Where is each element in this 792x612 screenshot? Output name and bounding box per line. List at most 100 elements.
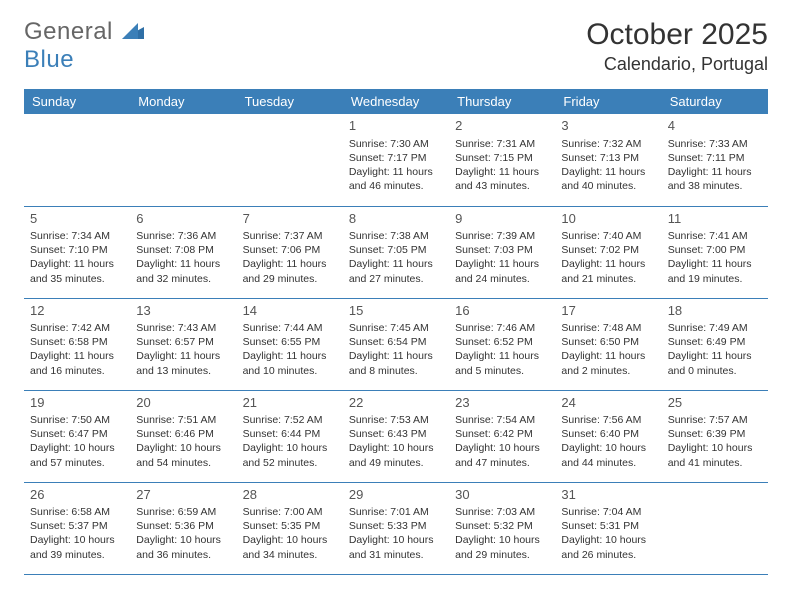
day-number: 13 [136, 302, 230, 320]
sunrise-line: Sunrise: 7:31 AM [455, 137, 549, 151]
sunrise-line: Sunrise: 7:51 AM [136, 413, 230, 427]
day-number: 31 [561, 486, 655, 504]
daylight-line: Daylight: 10 hours and 41 minutes. [668, 441, 762, 469]
sunset-line: Sunset: 6:44 PM [243, 427, 337, 441]
daylight-line: Daylight: 11 hours and 16 minutes. [30, 349, 124, 377]
calendar-day-cell: 19Sunrise: 7:50 AMSunset: 6:47 PMDayligh… [24, 390, 130, 482]
calendar-week-row: 12Sunrise: 7:42 AMSunset: 6:58 PMDayligh… [24, 298, 768, 390]
sunset-line: Sunset: 6:49 PM [668, 335, 762, 349]
sunset-line: Sunset: 6:54 PM [349, 335, 443, 349]
weekday-header: Friday [555, 89, 661, 114]
daylight-line: Daylight: 10 hours and 39 minutes. [30, 533, 124, 561]
day-number: 21 [243, 394, 337, 412]
sunrise-line: Sunrise: 7:00 AM [243, 505, 337, 519]
calendar-day-cell: 16Sunrise: 7:46 AMSunset: 6:52 PMDayligh… [449, 298, 555, 390]
sunset-line: Sunset: 7:13 PM [561, 151, 655, 165]
daylight-line: Daylight: 10 hours and 52 minutes. [243, 441, 337, 469]
daylight-line: Daylight: 11 hours and 43 minutes. [455, 165, 549, 193]
sunset-line: Sunset: 6:47 PM [30, 427, 124, 441]
day-number: 20 [136, 394, 230, 412]
calendar-day-cell: 18Sunrise: 7:49 AMSunset: 6:49 PMDayligh… [662, 298, 768, 390]
sunset-line: Sunset: 5:37 PM [30, 519, 124, 533]
calendar-day-cell [24, 114, 130, 206]
sunset-line: Sunset: 7:06 PM [243, 243, 337, 257]
calendar-header-row: Sunday Monday Tuesday Wednesday Thursday… [24, 89, 768, 114]
calendar-body: 1Sunrise: 7:30 AMSunset: 7:17 PMDaylight… [24, 114, 768, 574]
sunrise-line: Sunrise: 7:39 AM [455, 229, 549, 243]
calendar-day-cell: 21Sunrise: 7:52 AMSunset: 6:44 PMDayligh… [237, 390, 343, 482]
daylight-line: Daylight: 11 hours and 13 minutes. [136, 349, 230, 377]
calendar-day-cell: 4Sunrise: 7:33 AMSunset: 7:11 PMDaylight… [662, 114, 768, 206]
sunrise-line: Sunrise: 7:38 AM [349, 229, 443, 243]
logo-text-general: General [24, 18, 113, 45]
calendar-day-cell [130, 114, 236, 206]
daylight-line: Daylight: 10 hours and 49 minutes. [349, 441, 443, 469]
sunset-line: Sunset: 7:17 PM [349, 151, 443, 165]
weekday-header: Monday [130, 89, 236, 114]
calendar-day-cell: 30Sunrise: 7:03 AMSunset: 5:32 PMDayligh… [449, 482, 555, 574]
daylight-line: Daylight: 11 hours and 40 minutes. [561, 165, 655, 193]
day-number: 11 [668, 210, 762, 228]
day-number: 6 [136, 210, 230, 228]
sunrise-line: Sunrise: 7:43 AM [136, 321, 230, 335]
calendar-day-cell: 3Sunrise: 7:32 AMSunset: 7:13 PMDaylight… [555, 114, 661, 206]
sunrise-line: Sunrise: 7:40 AM [561, 229, 655, 243]
sunrise-line: Sunrise: 6:58 AM [30, 505, 124, 519]
calendar-day-cell: 25Sunrise: 7:57 AMSunset: 6:39 PMDayligh… [662, 390, 768, 482]
sunset-line: Sunset: 5:33 PM [349, 519, 443, 533]
sunrise-line: Sunrise: 7:42 AM [30, 321, 124, 335]
day-number: 17 [561, 302, 655, 320]
weekday-header: Sunday [24, 89, 130, 114]
daylight-line: Daylight: 11 hours and 2 minutes. [561, 349, 655, 377]
day-number: 26 [30, 486, 124, 504]
day-number: 29 [349, 486, 443, 504]
sunset-line: Sunset: 6:39 PM [668, 427, 762, 441]
sunset-line: Sunset: 6:58 PM [30, 335, 124, 349]
sunset-line: Sunset: 7:08 PM [136, 243, 230, 257]
day-number: 22 [349, 394, 443, 412]
calendar-day-cell: 22Sunrise: 7:53 AMSunset: 6:43 PMDayligh… [343, 390, 449, 482]
day-number: 10 [561, 210, 655, 228]
daylight-line: Daylight: 10 hours and 57 minutes. [30, 441, 124, 469]
header: General Blue October 2025 Calendario, Po… [24, 18, 768, 75]
calendar-day-cell: 23Sunrise: 7:54 AMSunset: 6:42 PMDayligh… [449, 390, 555, 482]
day-number: 5 [30, 210, 124, 228]
daylight-line: Daylight: 11 hours and 21 minutes. [561, 257, 655, 285]
calendar-day-cell [662, 482, 768, 574]
daylight-line: Daylight: 10 hours and 26 minutes. [561, 533, 655, 561]
daylight-line: Daylight: 11 hours and 32 minutes. [136, 257, 230, 285]
daylight-line: Daylight: 11 hours and 24 minutes. [455, 257, 549, 285]
sunset-line: Sunset: 7:02 PM [561, 243, 655, 257]
calendar-day-cell: 24Sunrise: 7:56 AMSunset: 6:40 PMDayligh… [555, 390, 661, 482]
day-number: 4 [668, 117, 762, 135]
weekday-header: Tuesday [237, 89, 343, 114]
sunrise-line: Sunrise: 7:34 AM [30, 229, 124, 243]
daylight-line: Daylight: 10 hours and 47 minutes. [455, 441, 549, 469]
day-number: 30 [455, 486, 549, 504]
daylight-line: Daylight: 10 hours and 36 minutes. [136, 533, 230, 561]
calendar-day-cell: 9Sunrise: 7:39 AMSunset: 7:03 PMDaylight… [449, 206, 555, 298]
sunrise-line: Sunrise: 7:36 AM [136, 229, 230, 243]
sunrise-line: Sunrise: 7:04 AM [561, 505, 655, 519]
calendar-day-cell: 7Sunrise: 7:37 AMSunset: 7:06 PMDaylight… [237, 206, 343, 298]
day-number: 8 [349, 210, 443, 228]
sunset-line: Sunset: 7:10 PM [30, 243, 124, 257]
calendar-day-cell: 2Sunrise: 7:31 AMSunset: 7:15 PMDaylight… [449, 114, 555, 206]
calendar-week-row: 5Sunrise: 7:34 AMSunset: 7:10 PM Daylight… [24, 206, 768, 298]
logo-mark-icon [122, 18, 144, 46]
sunrise-line: Sunrise: 7:48 AM [561, 321, 655, 335]
weekday-header: Saturday [662, 89, 768, 114]
sunrise-line: Sunrise: 6:59 AM [136, 505, 230, 519]
calendar-day-cell: 17Sunrise: 7:48 AMSunset: 6:50 PMDayligh… [555, 298, 661, 390]
logo: General Blue [24, 18, 144, 74]
sunset-line: Sunset: 7:00 PM [668, 243, 762, 257]
calendar-day-cell: 5Sunrise: 7:34 AMSunset: 7:10 PMDaylight… [24, 206, 130, 298]
sunset-line: Sunset: 6:42 PM [455, 427, 549, 441]
sunrise-line: Sunrise: 7:45 AM [349, 321, 443, 335]
sunset-line: Sunset: 7:05 PM [349, 243, 443, 257]
sunrise-line: Sunrise: 7:01 AM [349, 505, 443, 519]
calendar-week-row: 19Sunrise: 7:50 AMSunset: 6:47 PMDayligh… [24, 390, 768, 482]
calendar-day-cell: 28Sunrise: 7:00 AMSunset: 5:35 PMDayligh… [237, 482, 343, 574]
calendar-day-cell: 15Sunrise: 7:45 AMSunset: 6:54 PMDayligh… [343, 298, 449, 390]
calendar-day-cell: 6Sunrise: 7:36 AMSunset: 7:08 PMDaylight… [130, 206, 236, 298]
